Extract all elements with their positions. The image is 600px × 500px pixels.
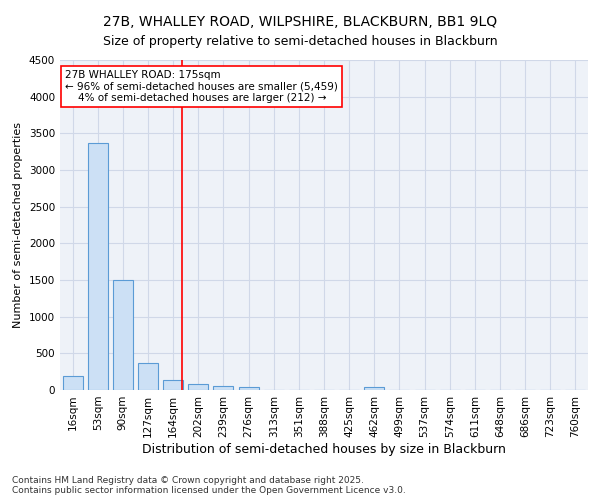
Bar [88,143,108,390]
Bar [214,386,233,390]
Text: 27B WHALLEY ROAD: 175sqm
← 96% of semi-detached houses are smaller (5,459)
    4: 27B WHALLEY ROAD: 175sqm ← 96% of semi-d… [65,70,338,103]
Bar [239,386,259,390]
Bar [62,376,83,390]
Bar [163,380,183,390]
Bar [188,384,208,390]
Text: 27B, WHALLEY ROAD, WILPSHIRE, BLACKBURN, BB1 9LQ: 27B, WHALLEY ROAD, WILPSHIRE, BLACKBURN,… [103,15,497,29]
Y-axis label: Number of semi-detached properties: Number of semi-detached properties [13,122,23,328]
Bar [138,363,158,390]
Text: Contains HM Land Registry data © Crown copyright and database right 2025.
Contai: Contains HM Land Registry data © Crown c… [12,476,406,495]
Bar [364,387,385,390]
Bar [113,280,133,390]
Text: Size of property relative to semi-detached houses in Blackburn: Size of property relative to semi-detach… [103,35,497,48]
X-axis label: Distribution of semi-detached houses by size in Blackburn: Distribution of semi-detached houses by … [142,442,506,456]
